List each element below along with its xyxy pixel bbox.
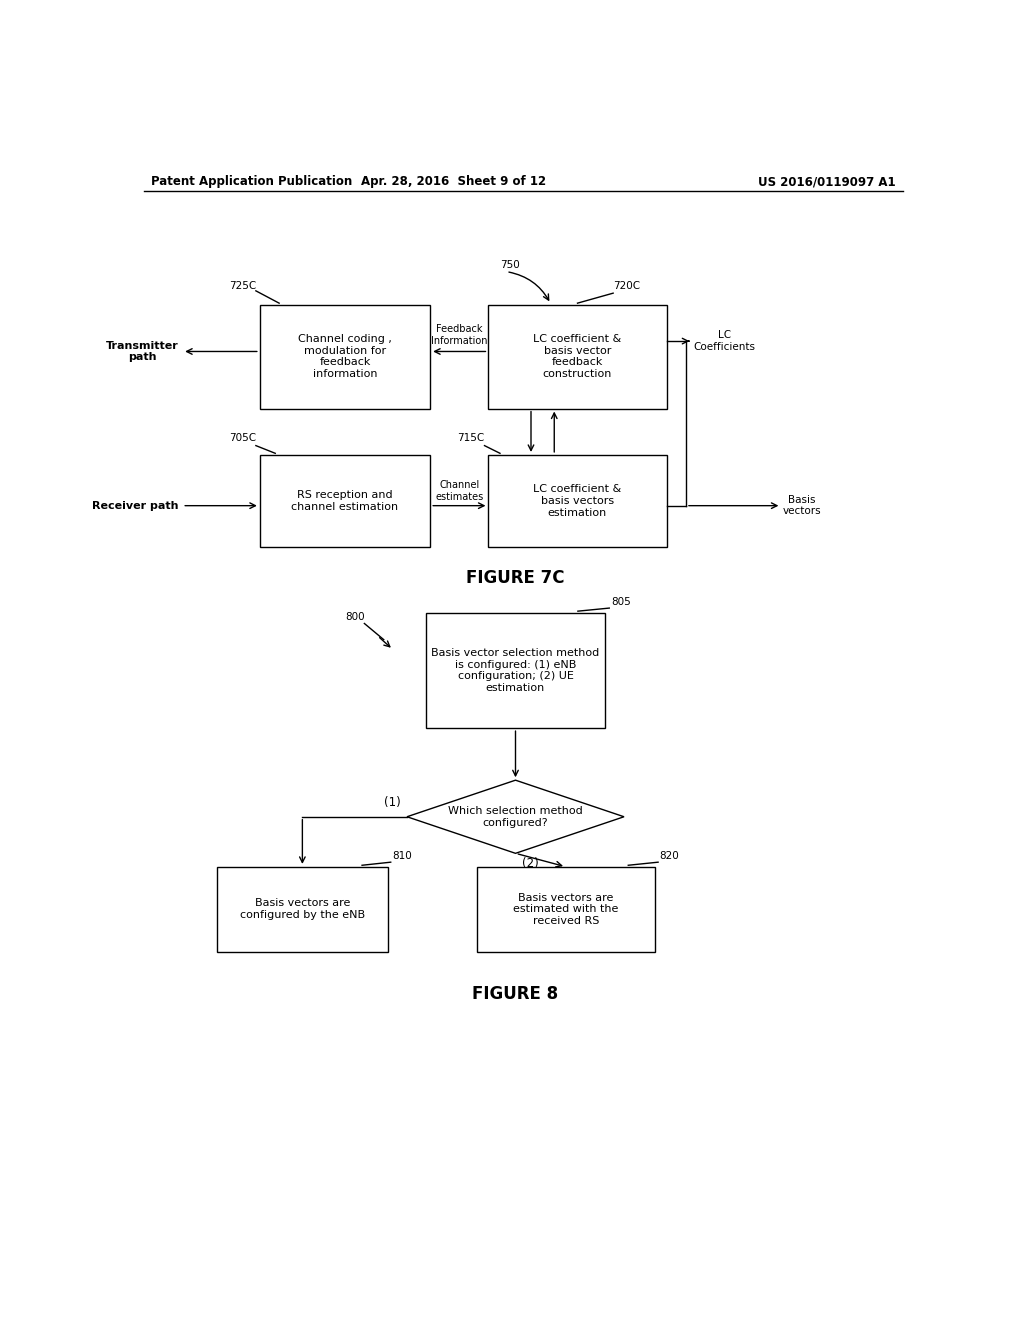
Text: RS reception and
channel estimation: RS reception and channel estimation	[292, 490, 398, 512]
Text: Basis vectors are
configured by the eNB: Basis vectors are configured by the eNB	[240, 899, 365, 920]
Text: Basis vectors are
estimated with the
received RS: Basis vectors are estimated with the rec…	[513, 892, 618, 925]
Text: (1): (1)	[384, 796, 400, 809]
Text: 810: 810	[392, 850, 412, 861]
Text: 725C: 725C	[228, 281, 256, 290]
Text: FIGURE 8: FIGURE 8	[472, 985, 558, 1003]
Text: Receiver path: Receiver path	[92, 500, 178, 511]
Text: Which selection method
configured?: Which selection method configured?	[449, 807, 583, 828]
Text: LC
Coefficients: LC Coefficients	[693, 330, 756, 352]
Text: Basis vector selection method
is configured: (1) eNB
configuration; (2) UE
estim: Basis vector selection method is configu…	[431, 648, 600, 693]
Text: 720C: 720C	[613, 281, 640, 290]
Text: 705C: 705C	[228, 433, 256, 444]
Text: 805: 805	[611, 597, 631, 607]
Text: Transmitter
path: Transmitter path	[105, 341, 178, 362]
Text: Feedback
Information: Feedback Information	[431, 325, 487, 346]
FancyBboxPatch shape	[217, 867, 388, 952]
Text: 800: 800	[345, 612, 365, 622]
FancyBboxPatch shape	[477, 867, 655, 952]
Text: US 2016/0119097 A1: US 2016/0119097 A1	[758, 176, 895, 189]
Polygon shape	[407, 780, 624, 853]
Text: 750: 750	[500, 260, 520, 271]
FancyBboxPatch shape	[260, 305, 430, 409]
FancyBboxPatch shape	[260, 455, 430, 548]
Text: (2): (2)	[521, 857, 539, 870]
Text: Channel
estimates: Channel estimates	[435, 480, 483, 502]
Text: LC coefficient &
basis vector
feedback
construction: LC coefficient & basis vector feedback c…	[534, 334, 622, 379]
Text: Patent Application Publication: Patent Application Publication	[152, 176, 352, 189]
FancyBboxPatch shape	[488, 305, 667, 409]
FancyBboxPatch shape	[488, 455, 667, 548]
Text: FIGURE 7C: FIGURE 7C	[466, 569, 565, 587]
Text: LC coefficient &
basis vectors
estimation: LC coefficient & basis vectors estimatio…	[534, 484, 622, 517]
Text: 715C: 715C	[458, 433, 484, 444]
FancyBboxPatch shape	[426, 612, 604, 729]
Text: 820: 820	[659, 850, 679, 861]
Text: Basis
vectors: Basis vectors	[783, 495, 821, 516]
Text: Apr. 28, 2016  Sheet 9 of 12: Apr. 28, 2016 Sheet 9 of 12	[360, 176, 546, 189]
Text: Channel coding ,
modulation for
feedback
information: Channel coding , modulation for feedback…	[298, 334, 392, 379]
